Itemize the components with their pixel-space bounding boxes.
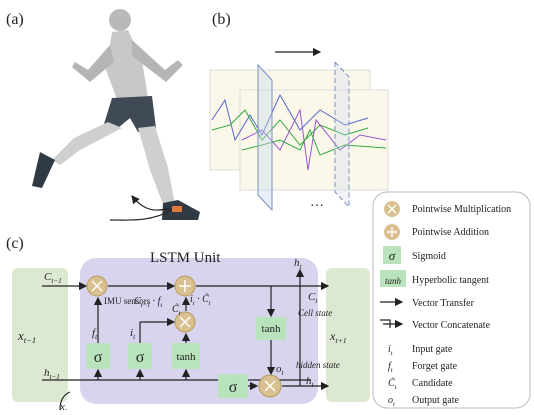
subscript: t <box>209 300 211 307</box>
runner-illustration <box>32 9 200 220</box>
subscript: t <box>393 401 395 408</box>
subscript: t <box>160 302 162 309</box>
subscript: t+1 <box>335 336 346 345</box>
cell-state: Cell state <box>298 308 332 318</box>
tanh: tanh <box>177 351 196 363</box>
legend-label: Vector Transfer <box>412 298 475 309</box>
legend-label: Pointwise Multiplication <box>412 204 511 215</box>
subscript: t−1 <box>51 277 61 285</box>
subscript: t <box>391 350 393 357</box>
sigmoid: σ <box>229 379 238 396</box>
legend-label: Vector Concatenate <box>412 320 491 331</box>
subscript: t <box>179 310 181 317</box>
subscript: t <box>395 384 397 391</box>
sensor-signals <box>210 52 388 210</box>
subscript: t−1 <box>141 302 150 309</box>
legend-label: Pointwise Addition <box>412 227 489 238</box>
sigmoid: σ <box>94 349 103 366</box>
legend-label: Candidate <box>412 378 453 389</box>
legend-label: Output gate <box>412 395 459 406</box>
legend-label: Input gate <box>412 344 453 355</box>
legend-label: Hyperbolic tangent <box>412 275 489 286</box>
panel-label: (c) <box>6 235 24 252</box>
panel-label: (b) <box>212 11 231 28</box>
lstm-diagram <box>12 258 370 410</box>
legend-symbol: tanh <box>385 276 402 286</box>
subscript: t−1 <box>50 373 60 381</box>
ellipsis: ··· <box>310 199 324 214</box>
legend-symbol: σ <box>389 248 396 263</box>
tanh: tanh <box>262 323 281 335</box>
hidden-state: hidden state <box>296 360 340 370</box>
subscript: t <box>391 367 393 374</box>
panel-label: (a) <box>6 11 24 28</box>
legend-label: Sigmoid <box>412 251 446 262</box>
figure: (a)(b)(c)IMU sensors···LSTM Unitxt−1xt+1… <box>0 0 534 410</box>
legend-label: Forget gate <box>412 361 458 372</box>
lstm-title: LSTM Unit <box>150 250 221 266</box>
symbol: · C̃ <box>195 292 210 305</box>
label: xt <box>59 401 68 410</box>
sigmoid: σ <box>136 349 145 366</box>
subscript: t−1 <box>24 335 36 345</box>
